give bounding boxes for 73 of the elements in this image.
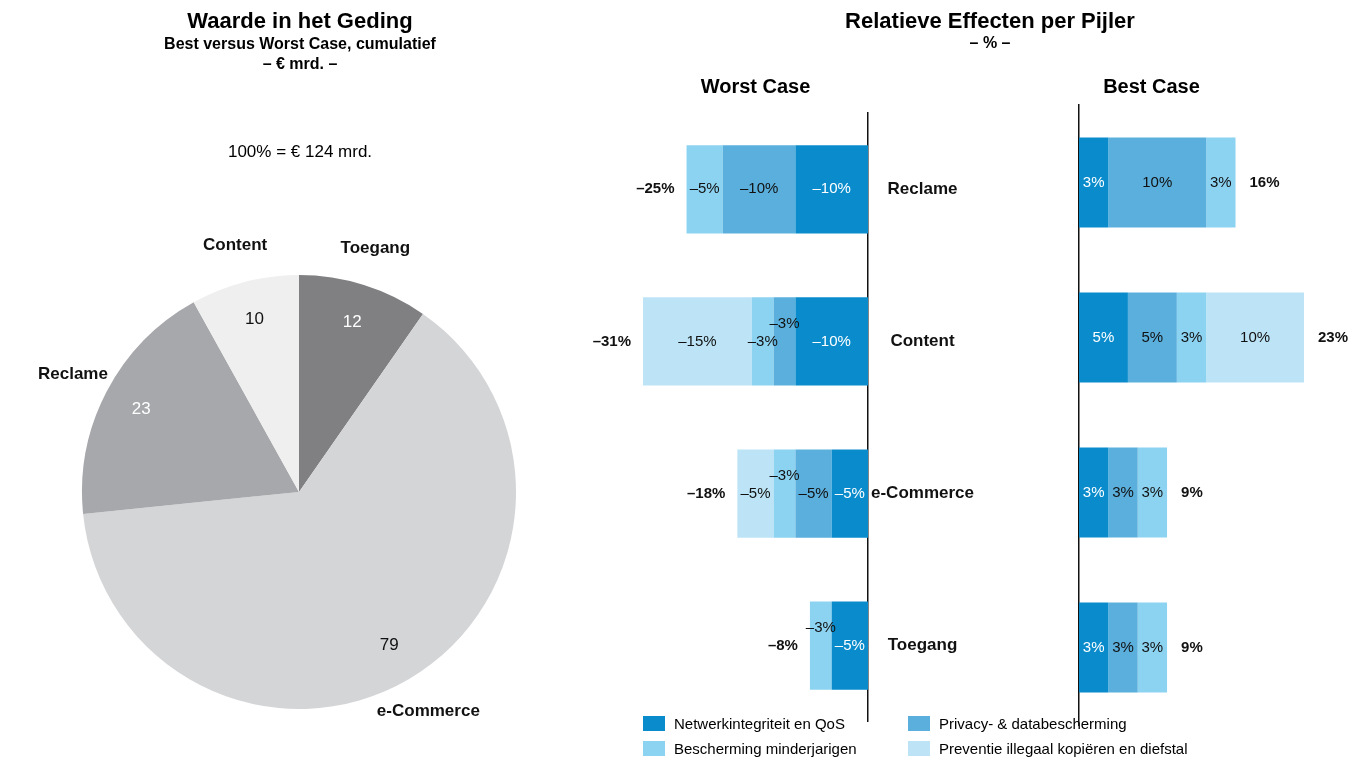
legend-label: Netwerkintegriteit en QoS	[674, 715, 845, 732]
slice-label: Reclame	[38, 363, 108, 383]
total-label: –31%	[592, 331, 631, 349]
total-label: –8%	[767, 635, 798, 653]
slice-label: e-Commerce	[376, 701, 480, 721]
bar	[1108, 602, 1138, 693]
text: Relatieve Effecten per Pijler	[844, 8, 1136, 34]
data-label: 3%	[1112, 637, 1134, 655]
data-label: –10%	[739, 179, 779, 197]
total-label: 23%	[1318, 327, 1349, 345]
bar	[1079, 447, 1109, 538]
data-label: 79	[379, 635, 399, 655]
legend-label: Privacy- & databescherming	[939, 715, 1127, 732]
y-tick-label: e-Commerce	[870, 483, 974, 503]
slice-label: Content	[202, 234, 268, 254]
data-label: –5%	[834, 483, 865, 501]
text: – % –	[968, 34, 1012, 52]
legend-label: Bescherming minderjarigen	[674, 740, 857, 757]
data-label: –3%	[769, 465, 800, 483]
data-label: –3%	[747, 331, 778, 349]
y-tick-label: Content	[890, 331, 955, 351]
bar	[1108, 137, 1207, 228]
bar	[1127, 292, 1177, 383]
data-label: 5%	[1141, 327, 1164, 345]
bar	[1137, 602, 1168, 693]
data-label: –10%	[812, 179, 851, 197]
data-label: 12	[342, 311, 362, 331]
total-label: 9%	[1181, 482, 1203, 500]
data-label: 3%	[1112, 482, 1134, 500]
text: 100% = € 124 mrd.	[226, 142, 374, 162]
chart-title: Worst Case	[699, 75, 812, 98]
bar	[1079, 292, 1128, 383]
chart-title: Waarde in het Geding	[186, 8, 414, 34]
data-label: 3%	[1082, 637, 1105, 655]
data-label: 5%	[1092, 327, 1115, 345]
bar	[1079, 137, 1109, 228]
bar	[1176, 292, 1207, 383]
bar	[1206, 137, 1236, 228]
slice-label: Toegang	[340, 238, 411, 258]
bar	[795, 145, 868, 234]
data-label: 3%	[1210, 172, 1232, 190]
data-label: 3%	[1082, 482, 1105, 500]
bar	[1206, 292, 1304, 383]
total-label: 16%	[1249, 172, 1280, 190]
bar	[686, 145, 723, 234]
bar	[831, 449, 868, 538]
bar	[1079, 602, 1109, 693]
data-label: 3%	[1082, 172, 1105, 190]
data-label: –15%	[678, 331, 717, 349]
data-label: 10%	[1240, 327, 1271, 345]
data-label: –3%	[769, 313, 800, 331]
data-label: 3%	[1180, 327, 1203, 345]
y-tick-label: Toegang	[887, 635, 958, 655]
data-label: –5%	[740, 483, 771, 501]
data-label: 10	[244, 309, 264, 329]
data-label: 3%	[1141, 482, 1164, 500]
legend-label: Preventie illegaal kopiëren en diefstal	[939, 740, 1188, 757]
data-label: –5%	[689, 179, 720, 197]
data-label: 10%	[1142, 172, 1173, 190]
y-tick-label: Reclame	[887, 178, 958, 198]
total-label: –25%	[636, 179, 675, 197]
total-label: –18%	[686, 483, 726, 501]
data-label: –5%	[798, 483, 829, 501]
bar	[722, 145, 796, 234]
data-label: 23	[131, 399, 151, 419]
data-label: –5%	[834, 635, 865, 653]
data-label: –10%	[812, 331, 851, 349]
bar	[1137, 447, 1168, 538]
chart-subtitle: Best versus Worst Case, cumulatief – € mrd. –	[163, 34, 437, 74]
total-label: 9%	[1181, 637, 1203, 655]
chart-title: Best Case	[1102, 75, 1201, 98]
data-label: 3%	[1141, 637, 1164, 655]
bar	[1108, 447, 1138, 538]
